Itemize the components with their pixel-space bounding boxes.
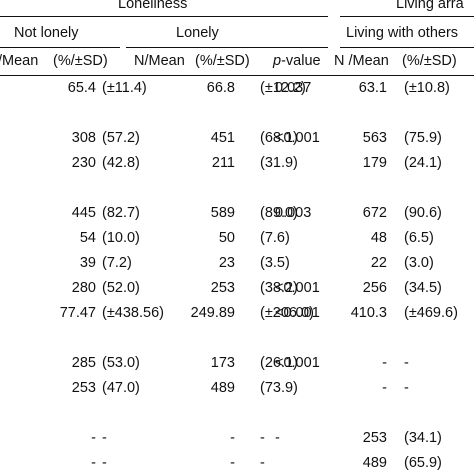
group-header-loneliness: Loneliness — [118, 0, 188, 12]
cell-pct-sd-lonely: (±206.0) — [260, 305, 314, 321]
header-rule-not-lonely — [0, 47, 120, 48]
cell-pct-sd-not-lonely: (±438.56) — [102, 305, 164, 321]
cell-pct-sd-lonely: (3.5) — [260, 255, 290, 271]
cell-p-value: <0.001 — [275, 355, 320, 371]
cell-n-mean-not-lonely: 285 — [71, 355, 96, 371]
cell-pct-sd-lonely: - — [260, 455, 265, 471]
cell-n-mean-not-lonely: 77.47 — [59, 305, 96, 321]
cell-p-value: <0.001 — [275, 305, 320, 321]
cell-n-mean-living-others: 489 — [362, 455, 387, 471]
cell-pct-sd-not-lonely: (10.0) — [102, 230, 140, 246]
cell-n-mean-living-others: 179 — [362, 155, 387, 171]
cell-pct-sd-living-others: (±10.8) — [404, 80, 450, 96]
cell-n-mean-living-others: - — [382, 380, 387, 396]
cell-pct-sd-not-lonely: (82.7) — [102, 205, 140, 221]
cell-p-value: 0.037 — [275, 80, 312, 96]
cell-n-mean-not-lonely: 253 — [71, 380, 96, 396]
cell-n-mean-lonely: 249.89 — [190, 305, 235, 321]
cell-p-value: - — [275, 430, 280, 446]
subheader-not-lonely: Not lonely — [14, 25, 79, 41]
group-header-living: Living arra — [396, 0, 464, 12]
cell-pct-sd-living-others: (34.1) — [404, 430, 442, 446]
col-header-pctsd-3: (%/±SD) — [402, 53, 457, 69]
cell-pct-sd-lonely: - — [260, 430, 265, 446]
cell-pct-sd-lonely: (26.1) — [260, 355, 298, 371]
header-rule-living — [340, 16, 474, 17]
cell-pct-sd-living-others: (75.9) — [404, 130, 442, 146]
cell-n-mean-living-others: 48 — [370, 230, 387, 246]
cell-pct-sd-living-others: (24.1) — [404, 155, 442, 171]
col-header-nmean-3: N /Mean — [334, 53, 389, 69]
cell-pct-sd-living-others: (34.5) — [404, 280, 442, 296]
cell-n-mean-lonely: 66.8 — [206, 80, 235, 96]
cell-n-mean-not-lonely: 445 — [71, 205, 96, 221]
cell-pct-sd-living-others: (±469.6) — [404, 305, 458, 321]
cell-pct-sd-living-others: (3.0) — [404, 255, 434, 271]
cell-n-mean-not-lonely: 280 — [71, 280, 96, 296]
cell-n-mean-lonely: 173 — [210, 355, 235, 371]
header-rule-lonely — [126, 47, 328, 48]
cell-n-mean-lonely: - — [230, 455, 235, 471]
cell-n-mean-lonely: 50 — [218, 230, 235, 246]
subheader-living-others: Living with others — [346, 25, 459, 41]
cell-n-mean-not-lonely: 39 — [79, 255, 96, 271]
col-header-nmean-2: N/Mean — [134, 53, 185, 69]
cell-pct-sd-living-others: - — [404, 380, 409, 396]
cell-pct-sd-lonely: (31.9) — [260, 155, 298, 171]
cell-n-mean-lonely: 451 — [210, 130, 235, 146]
cell-n-mean-not-lonely: - — [91, 430, 96, 446]
cell-pct-sd-living-others: (90.6) — [404, 205, 442, 221]
col-header-nmean-1: /Mean — [0, 53, 39, 69]
col-header-pctsd-2: (%/±SD) — [195, 53, 250, 69]
cell-n-mean-not-lonely: 54 — [79, 230, 96, 246]
col-header-p: p — [273, 53, 282, 69]
cell-n-mean-lonely: 211 — [211, 155, 235, 171]
cell-n-mean-lonely: 253 — [210, 280, 235, 296]
cell-pct-sd-not-lonely: (7.2) — [102, 255, 132, 271]
cell-n-mean-lonely: 489 — [210, 380, 235, 396]
header-rule-living-others — [340, 47, 474, 48]
cell-n-mean-living-others: 63.1 — [358, 80, 387, 96]
cell-n-mean-not-lonely: 230 — [71, 155, 96, 171]
cell-p-value: 0.003 — [275, 205, 312, 221]
cell-pct-sd-living-others: (6.5) — [404, 230, 434, 246]
cell-n-mean-lonely: 23 — [218, 255, 235, 271]
subheader-lonely: Lonely — [176, 25, 219, 41]
cell-n-mean-lonely: - — [230, 430, 235, 446]
cell-pct-sd-not-lonely: (53.0) — [102, 355, 140, 371]
cell-pct-sd-lonely: (73.9) — [260, 380, 298, 396]
cell-pct-sd-not-lonely: (42.8) — [102, 155, 140, 171]
cell-n-mean-living-others: 256 — [362, 280, 387, 296]
cell-pct-sd-lonely: (68.1) — [260, 130, 298, 146]
cell-pct-sd-not-lonely: - — [102, 455, 107, 471]
cell-pct-sd-not-lonely: (47.0) — [102, 380, 140, 396]
cell-pct-sd-living-others: (65.9) — [404, 455, 442, 471]
cell-pct-sd-lonely: (7.6) — [260, 230, 290, 246]
cell-n-mean-living-others: 22 — [370, 255, 387, 271]
cell-n-mean-living-others: 563 — [362, 130, 387, 146]
cell-pct-sd-not-lonely: (52.0) — [102, 280, 140, 296]
cell-n-mean-not-lonely: 65.4 — [67, 80, 96, 96]
cell-pct-sd-not-lonely: (57.2) — [102, 130, 140, 146]
cell-pct-sd-lonely: (38.2) — [260, 280, 298, 296]
cell-pct-sd-not-lonely: (±11.4) — [102, 80, 147, 96]
cell-pct-sd-living-others: - — [404, 355, 409, 371]
col-header-pvalue: p-value — [273, 54, 321, 69]
cell-n-mean-living-others: 253 — [362, 430, 387, 446]
cell-p-value: <0.001 — [275, 130, 320, 146]
cell-n-mean-living-others: - — [382, 355, 387, 371]
cell-pct-sd-lonely: (89.0) — [260, 205, 298, 221]
col-header-value: -value — [281, 53, 321, 69]
col-header-pctsd-1: (%/±SD) — [53, 53, 108, 69]
cell-pct-sd-not-lonely: - — [102, 430, 107, 446]
cell-n-mean-not-lonely: 308 — [71, 130, 96, 146]
cell-n-mean-living-others: 410.3 — [350, 305, 387, 321]
cell-p-value: <0.001 — [275, 280, 320, 296]
header-rule-loneliness — [0, 16, 328, 17]
cell-n-mean-living-others: 672 — [362, 205, 387, 221]
cell-pct-sd-lonely: (±12.2) — [260, 80, 306, 96]
cell-n-mean-not-lonely: - — [91, 455, 96, 471]
cell-n-mean-lonely: 589 — [210, 205, 235, 221]
header-rule-bottom — [0, 75, 474, 76]
